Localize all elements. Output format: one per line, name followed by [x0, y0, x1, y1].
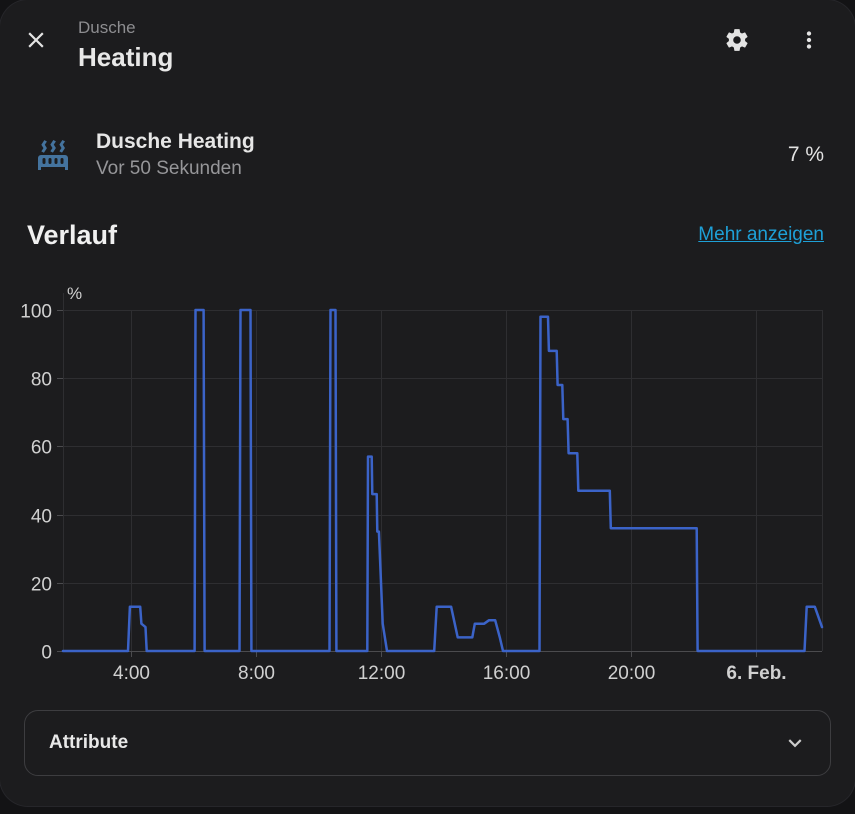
radiator-icon	[33, 135, 73, 175]
y-tick-label: 100	[20, 302, 52, 323]
y-tick-label: 20	[31, 575, 52, 596]
history-line	[61, 308, 824, 653]
dots-vertical-icon	[806, 31, 812, 49]
y-tick-label: 80	[31, 370, 52, 391]
close-icon	[28, 32, 44, 48]
x-tick-label: 16:00	[483, 663, 531, 684]
entity-name: Dusche Heating	[96, 130, 255, 153]
breadcrumb: Dusche	[78, 18, 136, 37]
entity-texts: Dusche Heating Vor 50 Sekunden	[96, 128, 788, 182]
history-chart[interactable]: 0 20 40 60 80 100 4:00 8:00 12:00 16:00 20:00 6. Fe…	[0, 270, 855, 700]
x-tick-label: 6. Feb.	[726, 663, 786, 684]
show-more-link[interactable]: Mehr anzeigen	[698, 224, 824, 245]
x-tick-label: 12:00	[358, 663, 406, 684]
y-axis-unit: %	[67, 284, 82, 303]
history-title: Verlauf	[27, 219, 118, 250]
attributes-expander[interactable]: Attribute	[24, 710, 831, 776]
y-tick-label: 0	[41, 643, 52, 664]
dialog-titles: Dusche Heating	[78, 17, 173, 73]
gear-icon	[726, 29, 748, 51]
history-header: Verlauf Mehr anzeigen	[27, 216, 824, 254]
attributes-label: Attribute	[49, 732, 129, 753]
dialog-header: Dusche Heating	[0, 0, 855, 96]
chevron-down-icon	[788, 739, 802, 748]
entity-state-value: 7 %	[787, 143, 824, 166]
close-button[interactable]	[12, 16, 60, 64]
entity-state-row[interactable]: Dusche Heating Vor 50 Sekunden 7 %	[0, 113, 855, 197]
x-tick-label: 20:00	[608, 663, 656, 684]
page-title: Heating	[78, 42, 174, 72]
menu-button[interactable]	[785, 16, 833, 64]
entity-last-changed: Vor 50 Sekunden	[96, 158, 242, 179]
y-tick-label: 40	[31, 507, 52, 528]
x-tick-label: 4:00	[113, 663, 150, 684]
y-tick-label: 60	[31, 438, 52, 459]
settings-button[interactable]	[713, 16, 761, 64]
x-tick-label: 8:00	[238, 663, 275, 684]
